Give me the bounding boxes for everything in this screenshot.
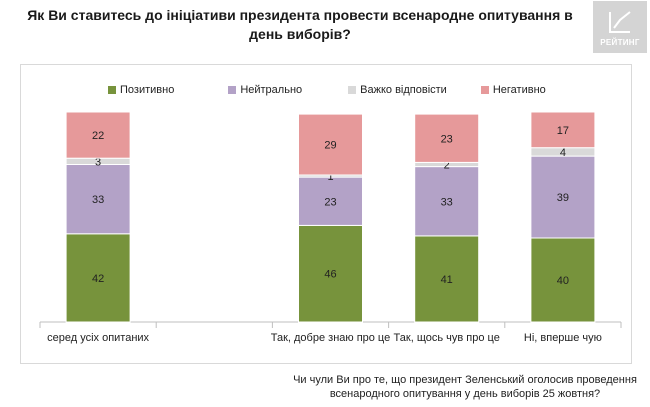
category-label: Так, щось чув про це	[394, 332, 500, 344]
data-label: 33	[441, 196, 453, 208]
data-label: 2	[444, 160, 450, 172]
legend-swatch	[228, 86, 237, 94]
x-axis-question: Чи чули Ви про те, що президент Зеленськ…	[293, 374, 637, 400]
bar-segment	[65, 111, 131, 159]
bar-segment	[530, 111, 596, 149]
legend-swatch	[348, 86, 357, 94]
bar-segment	[414, 166, 480, 237]
rating-logo: РЕЙТИНГ	[593, 1, 647, 53]
bar-segment	[298, 224, 363, 323]
data-label: 1	[327, 171, 333, 183]
bar-segment	[530, 237, 596, 323]
data-label: 40	[557, 275, 569, 287]
legend-item-neutral: Нейтрально	[228, 82, 302, 98]
chart-panel	[20, 64, 632, 364]
bar-segment	[414, 113, 480, 163]
data-label: 23	[324, 196, 336, 208]
data-label: 4	[560, 147, 566, 159]
rating-logo-text: РЕЙТИНГ	[600, 38, 640, 47]
rating-logo-icon	[609, 11, 631, 33]
legend-label: Важко відповісти	[360, 84, 447, 96]
data-label: 42	[92, 273, 104, 285]
data-label: 22	[92, 130, 104, 142]
chart-legend: Позитивно Нейтрально Важко відповісти Не…	[108, 82, 578, 98]
bar-segment	[414, 235, 480, 323]
data-label: 41	[441, 274, 453, 286]
category-label: Ні, вперше чую	[524, 332, 602, 344]
bar-segment	[298, 176, 363, 226]
legend-label: Нейтрально	[240, 84, 303, 96]
data-label: 33	[92, 194, 104, 206]
data-label: 39	[557, 192, 569, 204]
legend-swatch	[108, 86, 116, 94]
data-label: 23	[441, 133, 453, 145]
legend-item-negative: Негативно	[480, 82, 546, 98]
legend-label: Позитивно	[120, 84, 175, 96]
legend-item-positive: Позитивно	[108, 82, 174, 98]
bar-segment	[298, 113, 363, 176]
bar-segment	[65, 164, 131, 235]
data-label: 29	[324, 140, 336, 152]
data-label: 17	[557, 125, 569, 137]
legend-label: Негативно	[492, 84, 546, 96]
chart-title: Як Ви ставитесь до ініціативи президента…	[27, 7, 573, 42]
legend-item-hard-to-say: Важко відповісти	[348, 82, 447, 98]
data-label: 46	[324, 269, 336, 281]
category-label: Так, добре знаю про це	[271, 332, 390, 344]
legend-swatch	[480, 86, 489, 94]
category-label: серед усіх опитаних	[47, 332, 149, 344]
data-label: 3	[95, 156, 101, 168]
bar-segment	[530, 155, 596, 239]
